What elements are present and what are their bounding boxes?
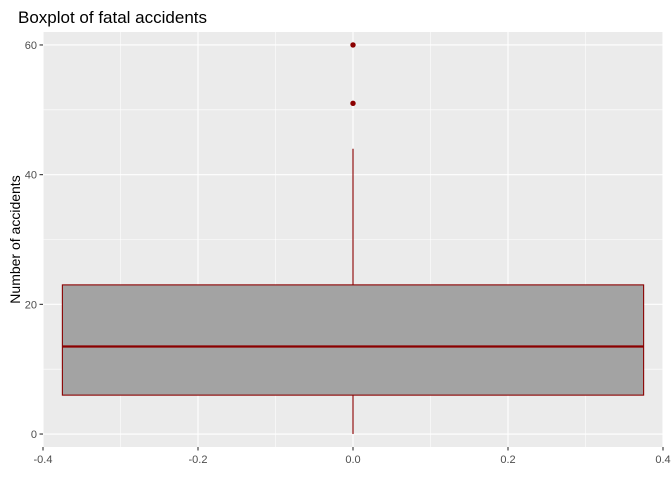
x-tick-label: 0.4 bbox=[655, 454, 670, 466]
outlier-point bbox=[350, 42, 356, 48]
box-iqr bbox=[61, 284, 645, 396]
y-axis: 0 20 40 60 bbox=[25, 40, 43, 441]
y-tick-label: 0 bbox=[31, 429, 37, 441]
x-tick-label: 0.2 bbox=[500, 454, 515, 466]
y-tick-label: 40 bbox=[25, 170, 37, 182]
y-tick-label: 60 bbox=[25, 40, 37, 52]
x-tick-label: -0.4 bbox=[34, 454, 53, 466]
y-tick-label: 20 bbox=[25, 299, 37, 311]
outlier-point bbox=[350, 100, 356, 107]
x-tick-label: -0.2 bbox=[189, 454, 208, 466]
x-axis: -0.4 -0.2 0.0 0.2 0.4 bbox=[34, 447, 671, 466]
chart-title: Boxplot of fatal accidents bbox=[18, 8, 207, 27]
x-tick-label: 0.0 bbox=[345, 454, 360, 466]
boxplot bbox=[61, 42, 645, 435]
y-axis-title: Number of accidents bbox=[7, 175, 23, 303]
